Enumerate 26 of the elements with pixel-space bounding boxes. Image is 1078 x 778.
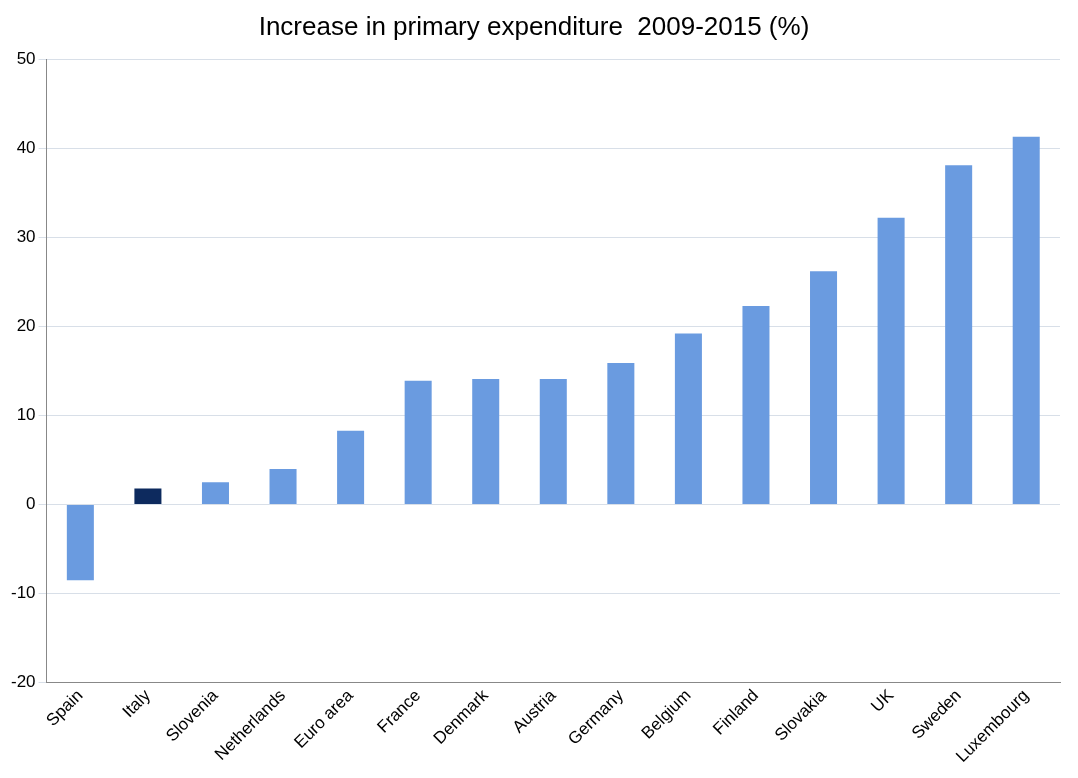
bar [269, 468, 297, 505]
y-tick-label: 40 [16, 137, 36, 157]
bar [945, 165, 973, 505]
y-tick-label: 0 [26, 494, 36, 514]
bar [404, 380, 432, 505]
y-tick-label: 50 [16, 48, 36, 68]
bar [877, 217, 905, 505]
bar [1012, 136, 1040, 505]
bar [66, 505, 94, 581]
bar [201, 482, 229, 505]
y-tick-label: 10 [16, 405, 36, 425]
bar [607, 362, 635, 505]
x-tick-label: UK [867, 685, 898, 716]
chart-title: Increase in primary expenditure 2009-2015 (%) [258, 10, 810, 41]
y-tick-label: 30 [16, 227, 36, 247]
bar [472, 378, 500, 505]
bar [539, 378, 567, 505]
y-tick-label: -10 [10, 583, 36, 603]
bar [337, 430, 365, 505]
x-tick-label: Italy [118, 685, 155, 722]
bar [674, 333, 702, 505]
y-tick-label: 20 [16, 316, 36, 336]
bar [810, 271, 838, 505]
y-tick-label: -20 [10, 672, 36, 692]
bar [742, 305, 770, 505]
bar [134, 488, 162, 505]
